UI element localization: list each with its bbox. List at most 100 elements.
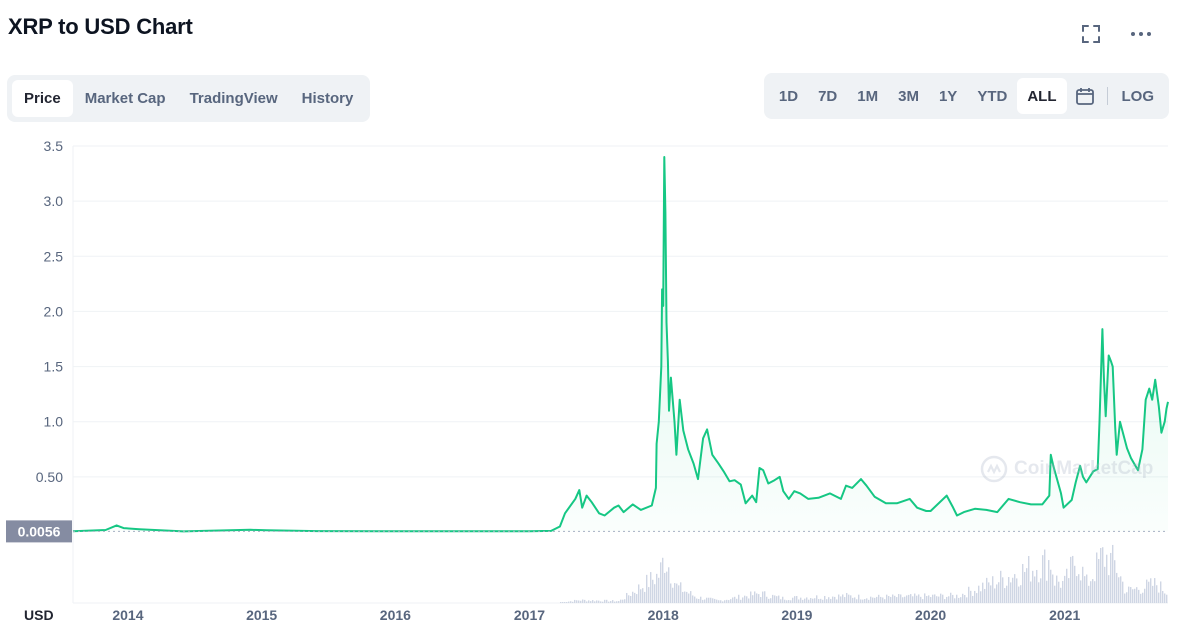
volume-bar [684,591,686,603]
volume-bar [564,602,566,603]
volume-bar [1078,574,1080,603]
tab-tradingview[interactable]: TradingView [189,90,278,107]
volume-bar [1042,555,1044,603]
volume-bar [1092,579,1094,603]
volume-bar [844,597,846,603]
volume-bar [576,600,578,603]
volume-bar [570,601,572,603]
y-tick-label: 2.0 [44,303,64,319]
volume-bar [818,599,820,603]
volume-bar [948,596,950,603]
volume-bar [858,594,860,603]
volume-bar [596,600,598,603]
volume-bar [1032,570,1034,603]
volume-bar [916,595,918,603]
volume-bar [1090,581,1092,603]
range-7d[interactable]: 7D [818,87,838,105]
volume-bar [746,596,748,603]
volume-bar [1136,587,1138,603]
volume-bar [902,597,904,603]
volume-bar [668,567,670,603]
volume-bar [978,585,980,603]
volume-bar [870,596,872,603]
time-range-selector: 1D 7D 1M 3M 1Y YTD ALL LOG [763,73,1169,119]
volume-bar [720,600,722,603]
volume-bar [1010,582,1012,603]
volume-bar [676,583,678,603]
volume-bar [722,601,724,603]
volume-bar [918,594,920,603]
volume-bar [762,591,764,603]
range-all[interactable]: ALL [1017,78,1067,114]
volume-bar [904,596,906,603]
volume-bar [898,594,900,603]
volume-bar [1124,593,1126,603]
volume-bar [974,590,976,603]
expand-icon[interactable] [1079,22,1103,46]
volume-bar [900,594,902,603]
volume-bar [674,583,676,603]
volume-bar [1102,547,1104,603]
volume-bar [1148,581,1150,603]
volume-bar [758,594,760,603]
volume-bar [792,597,794,603]
volume-bar [836,599,838,603]
volume-bar [802,599,804,603]
y-tick-label: 3.5 [44,138,64,154]
volume-bar [774,595,776,603]
volume-bar [1062,580,1064,603]
x-tick-label: 2019 [781,607,812,623]
volume-bar [970,590,972,603]
volume-bar [766,596,768,603]
tab-price[interactable]: Price [12,80,73,117]
volume-bar [638,584,640,603]
volume-bar [1098,558,1100,603]
volume-bar [1054,585,1056,603]
volume-bar [910,594,912,603]
volume-bar [1026,568,1028,603]
volume-bar [966,597,968,603]
volume-bar [1034,576,1036,603]
volume-bar [854,597,856,603]
volume-bar [872,597,874,603]
volume-bar [650,572,652,603]
tab-market-cap[interactable]: Market Cap [84,90,166,107]
volume-bar [1088,585,1090,603]
currency-label: USD [24,607,54,623]
volume-bar [678,585,680,603]
tab-history[interactable]: History [301,90,354,107]
volume-bar [742,597,744,603]
volume-bar [1056,575,1058,603]
range-1m[interactable]: 1M [857,87,879,105]
volume-bar [928,595,930,603]
range-ytd[interactable]: YTD [977,87,1008,105]
range-3m[interactable]: 3M [898,87,919,105]
range-1y[interactable]: 1Y [938,87,958,105]
volume-bar [1160,581,1162,603]
volume-bar [634,592,636,603]
volume-bar [838,594,840,603]
volume-bar [876,596,878,603]
volume-bar [866,598,868,603]
volume-bar [694,596,696,603]
range-1d[interactable]: 1D [778,87,799,105]
price-chart[interactable]: 0.50 1.0 1.5 2.0 2.5 3.0 3.5 2014 2015 2016 2017 20… [0,130,1183,633]
x-tick-label: 2021 [1049,607,1080,623]
volume-bar [894,595,896,603]
volume-bar [662,557,664,603]
volume-bar [660,562,662,603]
volume-bar [680,582,682,603]
log-scale-toggle[interactable]: LOG [1121,87,1155,105]
volume-bar [610,601,612,603]
y-tick-label: 1.0 [44,414,64,430]
volume-bar [954,598,956,603]
more-icon[interactable] [1129,22,1153,46]
volume-bar [1066,568,1068,603]
volume-bar [874,597,876,603]
volume-bar [1008,577,1010,603]
volume-bar [1020,585,1022,603]
current-price-label: 0.0056 [18,523,61,539]
calendar-icon[interactable] [1067,78,1103,114]
volume-bar [1000,570,1002,603]
volume-bar [1012,577,1014,603]
